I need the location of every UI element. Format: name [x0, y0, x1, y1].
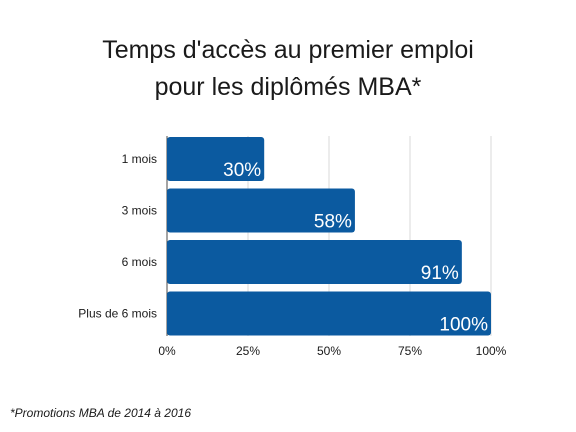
data-label-3: 100%: [439, 315, 488, 336]
x-tick-label-1: 25%: [236, 344, 260, 358]
bar-2: [167, 240, 462, 284]
x-tick-label-3: 75%: [398, 344, 422, 358]
x-tick-label-4: 100%: [476, 344, 507, 358]
bar-1: [167, 188, 355, 233]
category-label-2: 6 mois: [122, 255, 157, 269]
data-label-1: 58%: [314, 212, 352, 233]
category-label-3: Plus de 6 mois: [78, 307, 157, 321]
chart-title: Temps d'accès au premier emploi pour les…: [0, 32, 576, 106]
data-label-0: 30%: [223, 160, 261, 181]
category-label-0: 1 mois: [122, 152, 157, 166]
bar-3: [167, 291, 491, 336]
x-tick-label-0: 0%: [158, 344, 176, 358]
footnote: *Promotions MBA de 2014 à 2016: [10, 406, 192, 420]
bar-chart: 1 mois 30% 3 mois 58% 6 mois 91% Plus de 6 moi…: [78, 136, 507, 358]
bar-0: [167, 137, 265, 181]
chart-title-line-1: Temps d'accès au premier emploi: [102, 36, 474, 64]
category-label-1: 3 mois: [122, 204, 157, 218]
data-label-2: 91%: [421, 263, 459, 284]
chart-title-line-2: pour les diplômés MBA*: [154, 73, 422, 101]
x-tick-label-2: 50%: [317, 344, 341, 358]
